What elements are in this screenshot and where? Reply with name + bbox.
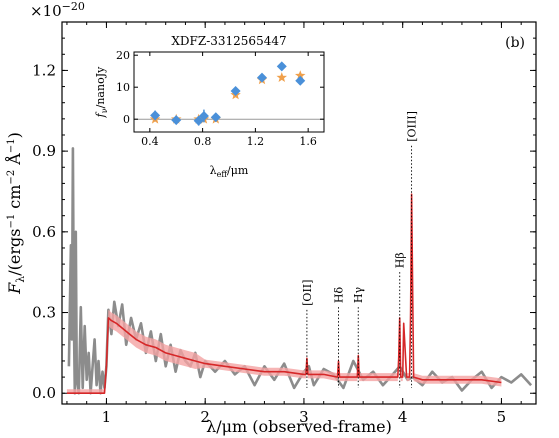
inset-x-tick-label: 1.6 bbox=[299, 135, 317, 148]
panel-label: (b) bbox=[505, 35, 525, 51]
observed-photometry-diamond bbox=[256, 72, 267, 83]
x-axis-label: λ/μm (observed-frame) bbox=[206, 417, 392, 436]
inset-y-label: fν/nanoJy bbox=[94, 66, 109, 118]
observed-photometry-diamond bbox=[150, 110, 161, 121]
inset-frame bbox=[133, 51, 325, 133]
inset-title: XDFZ-3312565447 bbox=[171, 34, 286, 48]
inset-x-tick-label: 0.8 bbox=[194, 135, 212, 148]
y-tick-label: 1.2 bbox=[32, 61, 56, 79]
model-photometry-star bbox=[295, 70, 306, 81]
inset-y-tick-label: 0 bbox=[123, 113, 130, 126]
x-tick-label: 2 bbox=[200, 408, 210, 426]
observed-photometry-diamond bbox=[198, 111, 209, 121]
inset-background bbox=[134, 52, 324, 132]
observed-photometry-diamond bbox=[193, 115, 204, 126]
offset-text: ×10−20 bbox=[30, 0, 85, 20]
x-tick-label: 1 bbox=[102, 408, 112, 426]
emission-line-label: [OII] bbox=[301, 280, 314, 306]
emission-line-label: Hδ bbox=[333, 287, 346, 304]
emission-line-label: Hγ bbox=[352, 287, 365, 304]
series-layer bbox=[66, 147, 533, 395]
y-tick-label: 0.9 bbox=[32, 142, 56, 160]
inset-y-ticks: 0 10 20 bbox=[116, 49, 324, 126]
observed-spectrum-line bbox=[67, 147, 533, 395]
model-spectrum-line bbox=[66, 193, 502, 395]
inset-x-ticks: 0.4 0.8 1.2 1.6 bbox=[141, 52, 317, 148]
x-tick-label: 4 bbox=[398, 408, 408, 426]
y-tick-label: 0.3 bbox=[32, 304, 56, 322]
inset-x-tick-label: 1.2 bbox=[247, 135, 265, 148]
x-tick-label: 5 bbox=[497, 408, 507, 426]
y-tick-label: 0.6 bbox=[32, 223, 56, 241]
y-axis-ticks: 0.0 0.3 0.6 0.9 1.2 bbox=[32, 37, 536, 402]
x-axis-ticks: 1 2 3 4 5 bbox=[66, 22, 522, 426]
observed-photometry-diamond bbox=[210, 112, 221, 123]
plot-frame bbox=[61, 21, 537, 405]
observed-photometry-diamond bbox=[171, 115, 182, 126]
emission-line-label: [OIII] bbox=[406, 111, 419, 142]
inset-points bbox=[149, 61, 306, 126]
model-photometry-star bbox=[276, 72, 287, 82]
offset-exponent: −20 bbox=[62, 0, 85, 13]
observed-photometry-diamond bbox=[295, 75, 306, 86]
inset-x-label: λeff/μm bbox=[210, 164, 249, 179]
inset-y-tick-label: 20 bbox=[116, 49, 130, 62]
x-tick-label: 3 bbox=[299, 408, 309, 426]
y-tick-label: 0.0 bbox=[32, 384, 56, 402]
emission-line-labels: [OII] Hδ Hγ Hβ [OIII] bbox=[301, 111, 419, 388]
observed-photometry-diamond bbox=[230, 86, 241, 97]
observed-photometry-diamond bbox=[276, 61, 287, 72]
photometry-inset: 0.4 0.8 1.2 1.6 0 10 20 XDFZ-3312565447 λeff/… bbox=[94, 34, 325, 179]
inset-x-tick-label: 0.4 bbox=[141, 135, 159, 148]
inset-y-tick-label: 10 bbox=[116, 81, 130, 94]
y-axis-label: Fλ/(ergs−1 cm−2 Å−1) bbox=[4, 132, 27, 295]
emission-line-label: Hβ bbox=[394, 252, 407, 268]
